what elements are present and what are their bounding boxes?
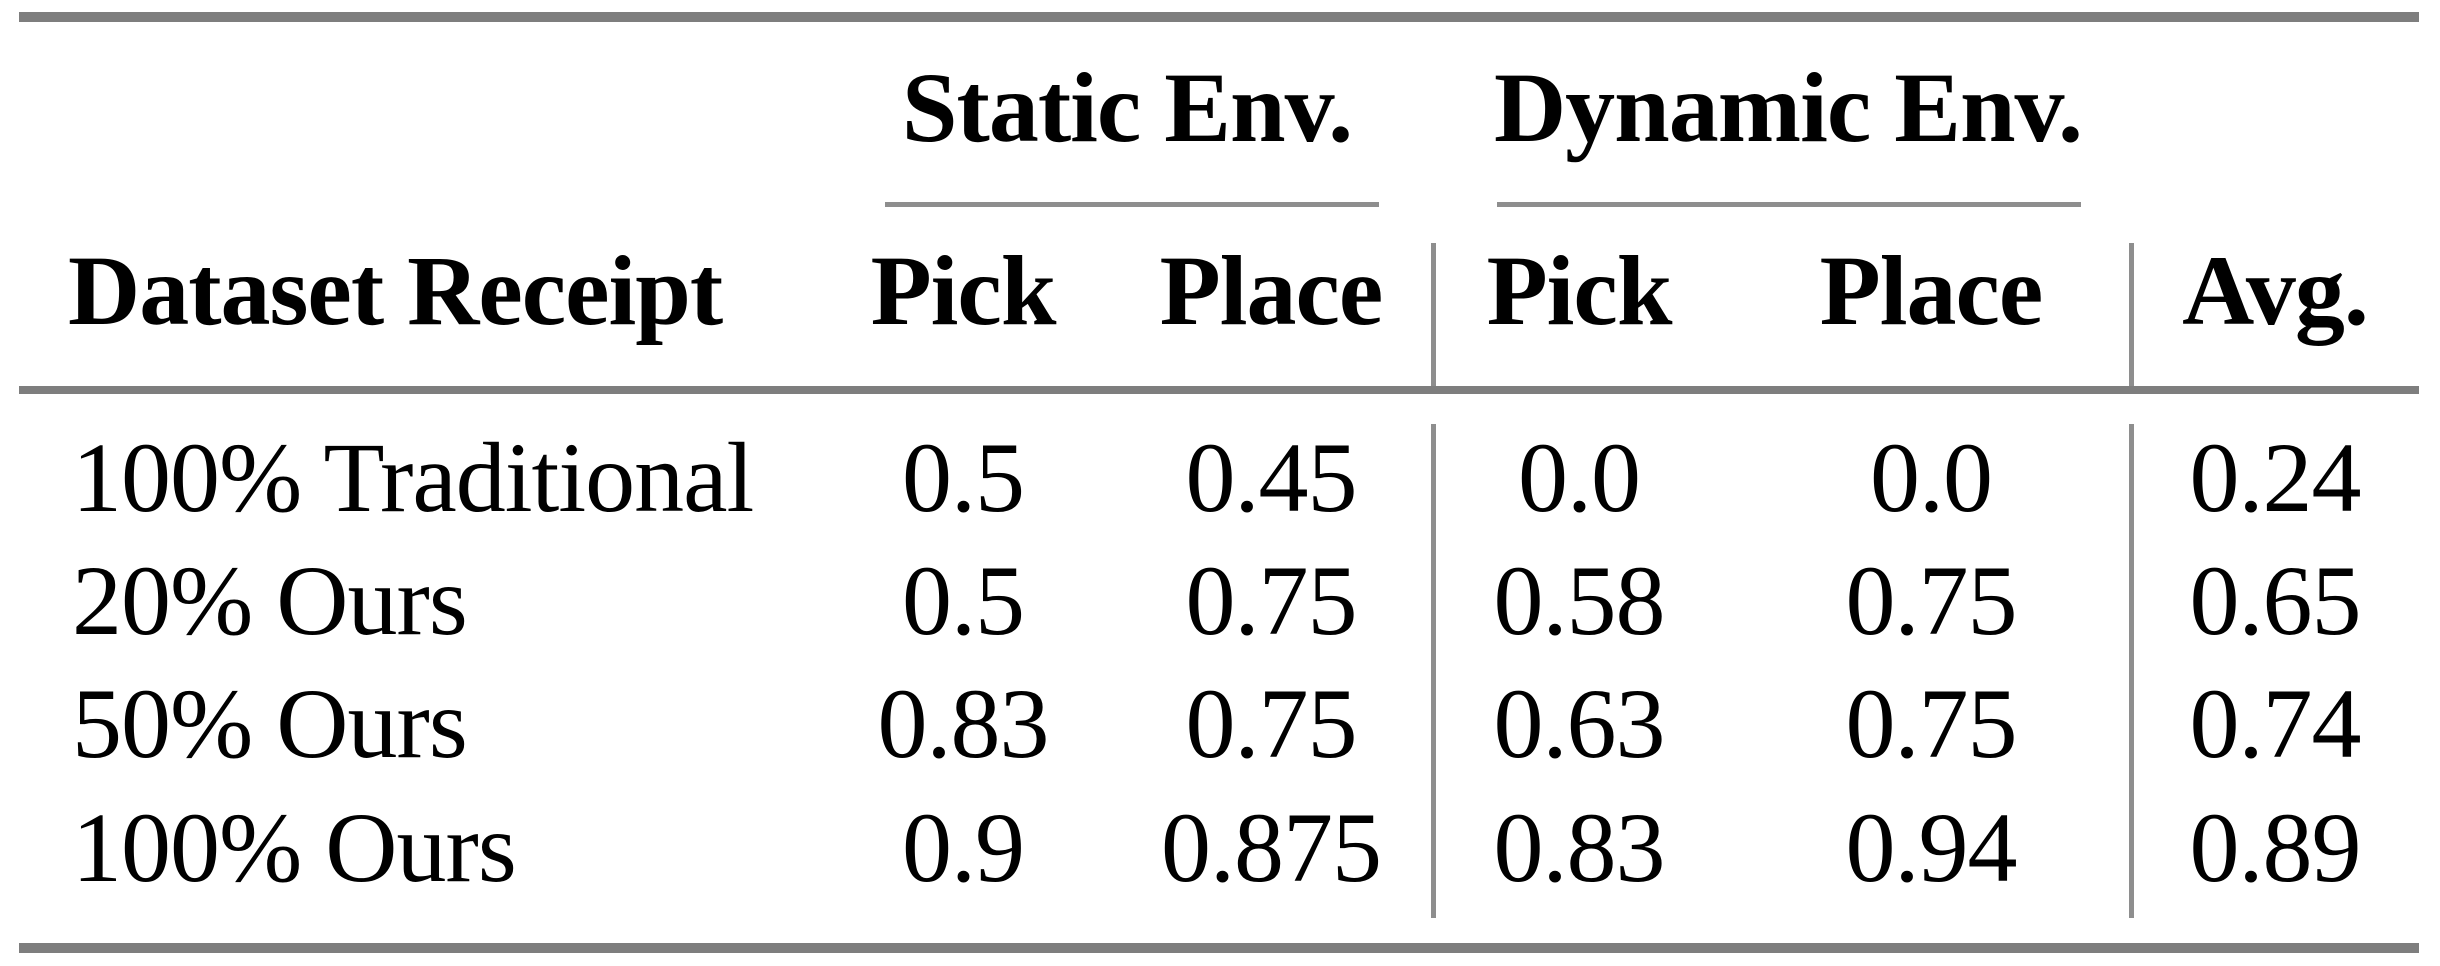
row-label: 20% Ours: [72, 545, 468, 656]
cell-dynamic-pick: 0.58: [1493, 545, 1666, 656]
cell-avg: 0.65: [2189, 545, 2362, 656]
cell-static-pick: 0.5: [902, 422, 1025, 533]
col-separator-1-header: [1431, 243, 1436, 386]
cmidrule-static-env: [885, 202, 1379, 207]
group-header-static-env: Static Env.: [901, 52, 1353, 163]
cell-static-place: 0.875: [1161, 792, 1382, 903]
cell-dynamic-place: 0.75: [1845, 668, 2018, 779]
row-label: 100% Traditional: [72, 422, 754, 533]
cell-static-pick: 0.9: [902, 792, 1025, 903]
cell-static-place: 0.75: [1185, 545, 1358, 656]
cell-static-place: 0.45: [1185, 422, 1358, 533]
cell-static-place: 0.75: [1185, 668, 1358, 779]
row-label: 50% Ours: [72, 668, 468, 779]
column-header-avg: Avg.: [2182, 235, 2369, 346]
bottom-rule: [19, 943, 2419, 953]
cell-dynamic-pick: 0.0: [1518, 422, 1641, 533]
cell-avg: 0.89: [2189, 792, 2362, 903]
group-header-dynamic-env: Dynamic Env.: [1493, 52, 2083, 163]
column-header-dynamic-pick: Pick: [1486, 235, 1673, 346]
row-label: 100% Ours: [72, 792, 517, 903]
cell-dynamic-place: 0.94: [1845, 792, 2018, 903]
cell-dynamic-pick: 0.83: [1493, 792, 1666, 903]
col-separator-1-body: [1431, 424, 1436, 918]
cell-dynamic-place: 0.0: [1870, 422, 1993, 533]
cell-avg: 0.74: [2189, 668, 2362, 779]
cmidrule-dynamic-env: [1497, 202, 2081, 207]
col-separator-2-body: [2129, 424, 2134, 918]
top-rule: [19, 12, 2419, 22]
column-header-row-label: Dataset Receipt: [68, 235, 723, 346]
mid-rule: [19, 386, 2419, 394]
cell-static-pick: 0.83: [877, 668, 1050, 779]
cell-dynamic-place: 0.75: [1845, 545, 2018, 656]
cell-static-pick: 0.5: [902, 545, 1025, 656]
column-header-static-pick: Pick: [870, 235, 1057, 346]
column-header-dynamic-place: Place: [1819, 235, 2044, 346]
column-header-static-place: Place: [1159, 235, 1384, 346]
col-separator-2-header: [2129, 243, 2134, 386]
cell-dynamic-pick: 0.63: [1493, 668, 1666, 779]
cell-avg: 0.24: [2189, 422, 2362, 533]
